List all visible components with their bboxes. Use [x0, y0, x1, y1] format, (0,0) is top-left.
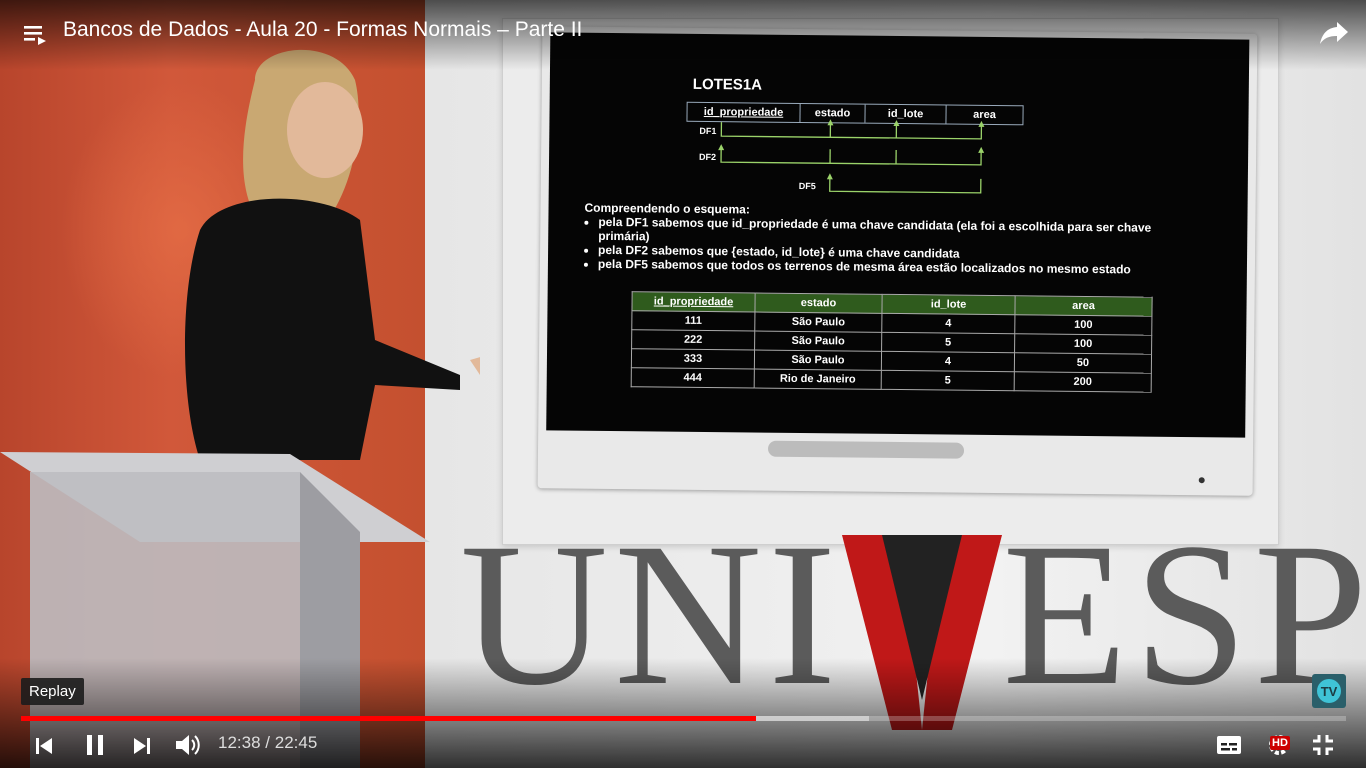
table-cell: 100: [1014, 314, 1152, 336]
previous-icon: [36, 738, 52, 754]
pause-button[interactable]: [80, 730, 110, 760]
exit-fullscreen-icon: [1313, 735, 1333, 755]
table-cell: 333: [631, 348, 755, 370]
share-button[interactable]: [1316, 16, 1352, 50]
time-display: 12:38 / 22:45: [218, 733, 317, 753]
table-header-estado: estado: [754, 293, 883, 314]
table-header-id-propriedade: id_propriedade: [631, 291, 756, 313]
exit-fullscreen-button[interactable]: [1308, 730, 1338, 760]
table-cell: 50: [1014, 352, 1152, 374]
captions-button[interactable]: [1212, 730, 1246, 760]
playlist-icon: [24, 26, 46, 45]
table-header-id-lote: id_lote: [881, 294, 1016, 315]
table-header-area: area: [1014, 295, 1153, 317]
current-time: 12:38: [218, 733, 261, 752]
table-cell: 4: [881, 313, 1015, 334]
fd-diagram: [718, 119, 985, 194]
replay-tooltip: Replay: [21, 678, 84, 705]
presenter: [185, 49, 480, 461]
duration: 22:45: [274, 733, 318, 752]
table-cell: Rio de Janeiro: [754, 369, 882, 390]
svg-text:TV: TV: [1321, 684, 1338, 699]
playlist-button[interactable]: [20, 20, 50, 48]
fd-label-df5: DF5: [798, 180, 816, 192]
progress-bar[interactable]: [21, 716, 1346, 721]
tv-logo-icon: TV: [1317, 679, 1341, 703]
volume-icon: [176, 735, 200, 755]
table-cell: São Paulo: [754, 312, 882, 333]
time-separator: /: [265, 733, 271, 752]
captions-icon: [1217, 736, 1241, 754]
previous-button[interactable]: [30, 732, 58, 760]
top-gradient: [0, 0, 1366, 70]
next-button[interactable]: [128, 732, 156, 760]
volume-button[interactable]: [172, 730, 204, 760]
hd-badge: HD: [1270, 736, 1290, 750]
progress-played: [21, 716, 757, 721]
monitor-power-led: [1198, 477, 1205, 484]
table-cell: 444: [631, 367, 755, 389]
fd-label-df1: DF1: [699, 125, 717, 137]
table-cell: São Paulo: [754, 331, 882, 352]
table-cell: 111: [631, 310, 755, 332]
monitor-bezel-bar: [767, 440, 965, 459]
table-cell: 100: [1014, 333, 1152, 355]
next-icon: [134, 738, 150, 754]
fd-label-df2: DF2: [699, 151, 717, 163]
table-cell: 4: [881, 351, 1015, 372]
table-cell: São Paulo: [754, 350, 882, 371]
table-cell: 5: [881, 332, 1015, 353]
share-icon: [1320, 22, 1348, 44]
table-cell: 222: [631, 329, 755, 351]
slide-bullets: Compreendendo o esquema: pela DF1 sabemo…: [584, 201, 1205, 277]
channel-watermark[interactable]: TV: [1312, 674, 1346, 708]
table-cell: 5: [881, 370, 1015, 391]
slide: LOTES1A id_propriedade estado id_lote ar…: [546, 32, 1250, 438]
display-monitor: LOTES1A id_propriedade estado id_lote ar…: [537, 26, 1258, 496]
table-cell: 200: [1014, 371, 1152, 393]
settings-button[interactable]: HD: [1262, 730, 1296, 760]
bottom-gradient: [0, 658, 1366, 768]
video-title[interactable]: Bancos de Dados - Aula 20 - Formas Norma…: [63, 18, 583, 41]
pause-icon: [87, 735, 103, 755]
slide-data-table: id_propriedade estado id_lote area 111 S…: [631, 291, 1153, 393]
